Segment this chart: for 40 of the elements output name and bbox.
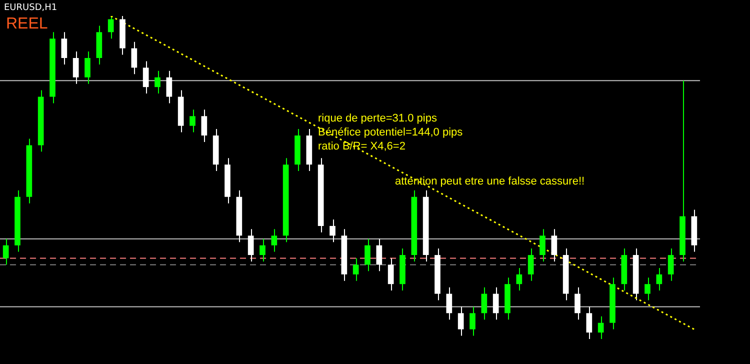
candlestick	[364, 238, 370, 272]
candlestick	[166, 70, 172, 104]
candlestick	[668, 248, 674, 282]
candlestick	[131, 41, 138, 75]
candlestick	[540, 228, 546, 262]
chart-title: EURUSD,H1	[4, 2, 58, 13]
candlestick	[376, 238, 382, 272]
candlestick	[201, 109, 208, 142]
candlestick	[142, 60, 149, 94]
candlestick	[61, 32, 68, 65]
annotation: rique de perte=31.0 pips	[318, 112, 438, 125]
candlestick	[528, 248, 534, 282]
candlestick	[271, 228, 278, 252]
candlestick	[190, 109, 196, 133]
candlestick	[84, 51, 90, 84]
candlestick	[108, 16, 114, 40]
candlestick	[574, 286, 580, 320]
candlestick	[481, 286, 488, 320]
candlestick	[248, 228, 254, 262]
annotation: attention peut etre une falsse cassure!!	[395, 176, 585, 188]
candlestick	[458, 306, 464, 336]
candlestick	[260, 238, 266, 262]
candlestick	[388, 258, 394, 292]
candlestick	[72, 51, 79, 84]
candlestick	[656, 267, 662, 292]
candlestick	[598, 316, 604, 340]
candlestick	[2, 238, 9, 266]
annotation: ratio B/R= X4,6=2	[318, 140, 406, 153]
candlestick	[470, 306, 476, 336]
candlestick	[154, 70, 160, 94]
candlestick	[551, 228, 558, 262]
annotation: Bénéfice potentiel=144,0 pips	[318, 126, 464, 139]
candlestick	[330, 218, 336, 243]
candlestick	[586, 306, 592, 340]
annotation: REEL	[6, 15, 48, 32]
candlestick	[492, 286, 499, 320]
candlestick	[446, 286, 452, 320]
candlestick	[352, 258, 359, 282]
candlestick	[644, 277, 650, 301]
candlestick	[516, 267, 522, 292]
